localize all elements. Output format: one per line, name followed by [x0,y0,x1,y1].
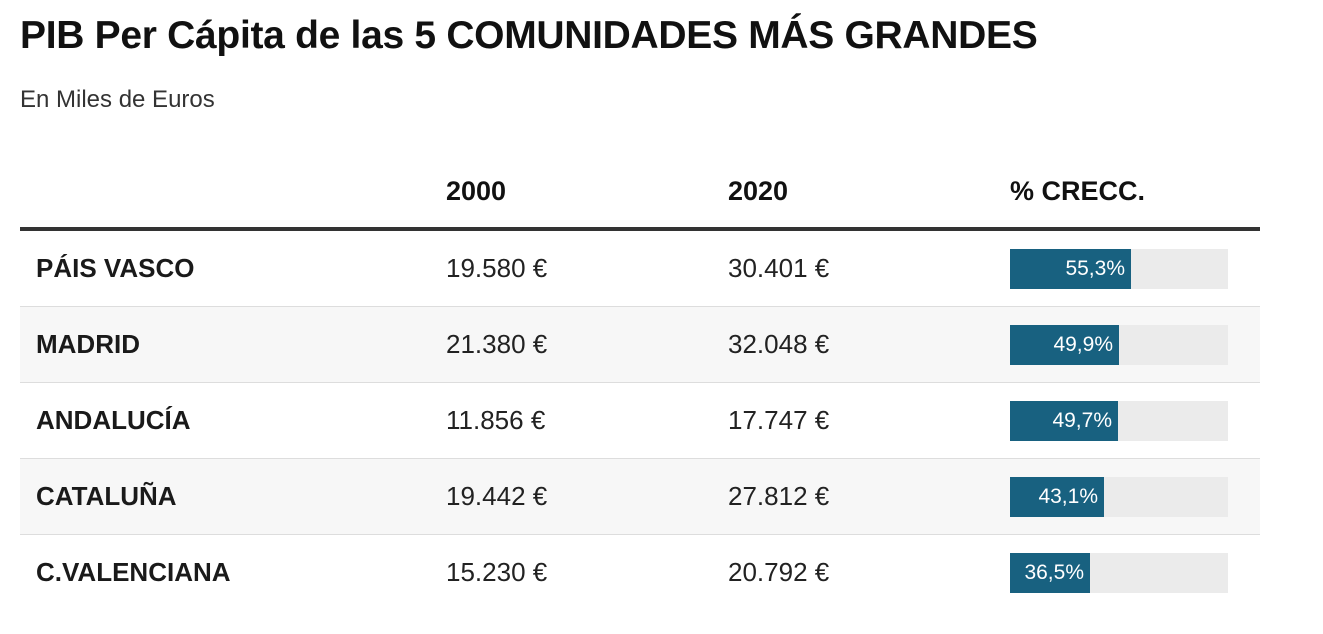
chart-subtitle: En Miles de Euros [20,86,215,113]
growth-bar-track: 36,5% [1010,553,1228,593]
table-row: ANDALUCÍA 11.856 € 17.747 € 49,7% [20,383,1260,459]
row-value-2000: 11.856 € [446,405,546,435]
table-header: 2000 2020 % CRECC. [20,152,1260,231]
row-name: C.VALENCIANA [36,557,231,587]
growth-label: 36,5% [1024,561,1084,584]
row-value-2020: 30.401 € [728,253,830,283]
table-row: C.VALENCIANA 15.230 € 20.792 € 36,5% [20,535,1260,610]
table-row: MADRID 21.380 € 32.048 € 49,9% [20,307,1260,383]
table-row: CATALUÑA 19.442 € 27.812 € 43,1% [20,459,1260,535]
growth-bar-track: 49,9% [1010,325,1228,365]
row-name: MADRID [36,329,140,359]
growth-bar-track: 49,7% [1010,401,1228,441]
header-growth: % CRECC. [1010,176,1146,206]
row-value-2000: 21.380 € [446,329,548,359]
growth-bar-track: 43,1% [1010,477,1228,517]
growth-label: 49,9% [1053,333,1113,356]
row-value-2020: 32.048 € [728,329,830,359]
growth-label: 49,7% [1052,409,1112,432]
growth-bar-track: 55,3% [1010,249,1228,289]
row-name: ANDALUCÍA [36,405,191,435]
row-value-2000: 19.580 € [446,253,548,283]
growth-bar [1010,553,1090,593]
growth-label: 55,3% [1065,257,1125,280]
row-value-2020: 20.792 € [728,557,830,587]
growth-bar [1010,249,1131,289]
row-value-2020: 17.747 € [728,405,830,435]
chart-title: PIB Per Cápita de las 5 COMUNIDADES MÁS … [20,14,1038,57]
row-name: PÁIS VASCO [36,253,195,283]
row-value-2000: 15.230 € [446,557,548,587]
table-row: PÁIS VASCO 19.580 € 30.401 € 55,3% [20,231,1260,307]
header-2020: 2020 [728,176,789,206]
row-value-2020: 27.812 € [728,481,830,511]
growth-label: 43,1% [1038,485,1098,508]
growth-bar [1010,325,1119,365]
row-value-2000: 19.442 € [446,481,548,511]
row-name: CATALUÑA [36,481,177,511]
growth-bar [1010,401,1118,441]
header-2000: 2000 [446,176,507,206]
growth-bar [1010,477,1104,517]
data-table: 2000 2020 % CRECC. PÁIS VASCO 19.580 € 3… [20,152,1260,610]
